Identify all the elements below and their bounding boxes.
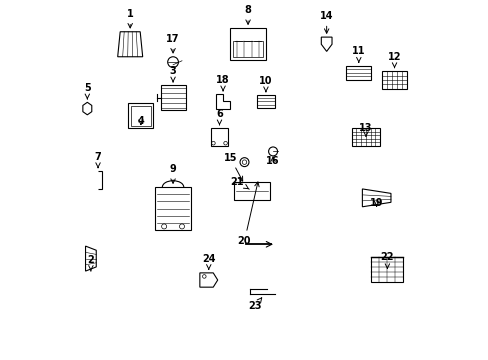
Text: 9: 9 [169,164,176,183]
Text: 4: 4 [137,116,144,126]
Text: 8: 8 [244,5,251,24]
Text: 18: 18 [216,75,229,91]
Text: 1: 1 [126,9,133,28]
Text: 7: 7 [95,152,101,167]
Text: 22: 22 [380,252,393,268]
Text: 11: 11 [351,46,365,62]
Text: 5: 5 [84,83,90,99]
Text: 12: 12 [387,52,401,68]
Text: 24: 24 [202,253,215,269]
Text: 23: 23 [248,298,262,311]
Text: 15: 15 [223,153,242,181]
Text: 2: 2 [87,255,94,271]
Text: 19: 19 [369,198,383,208]
Text: 16: 16 [266,156,279,166]
Text: 20: 20 [237,182,259,246]
Text: 13: 13 [359,123,372,136]
Text: 14: 14 [319,11,333,33]
Text: 6: 6 [216,109,223,125]
Text: 21: 21 [230,177,249,189]
Text: 10: 10 [259,76,272,92]
Text: 17: 17 [166,34,180,53]
Text: 3: 3 [169,66,176,82]
